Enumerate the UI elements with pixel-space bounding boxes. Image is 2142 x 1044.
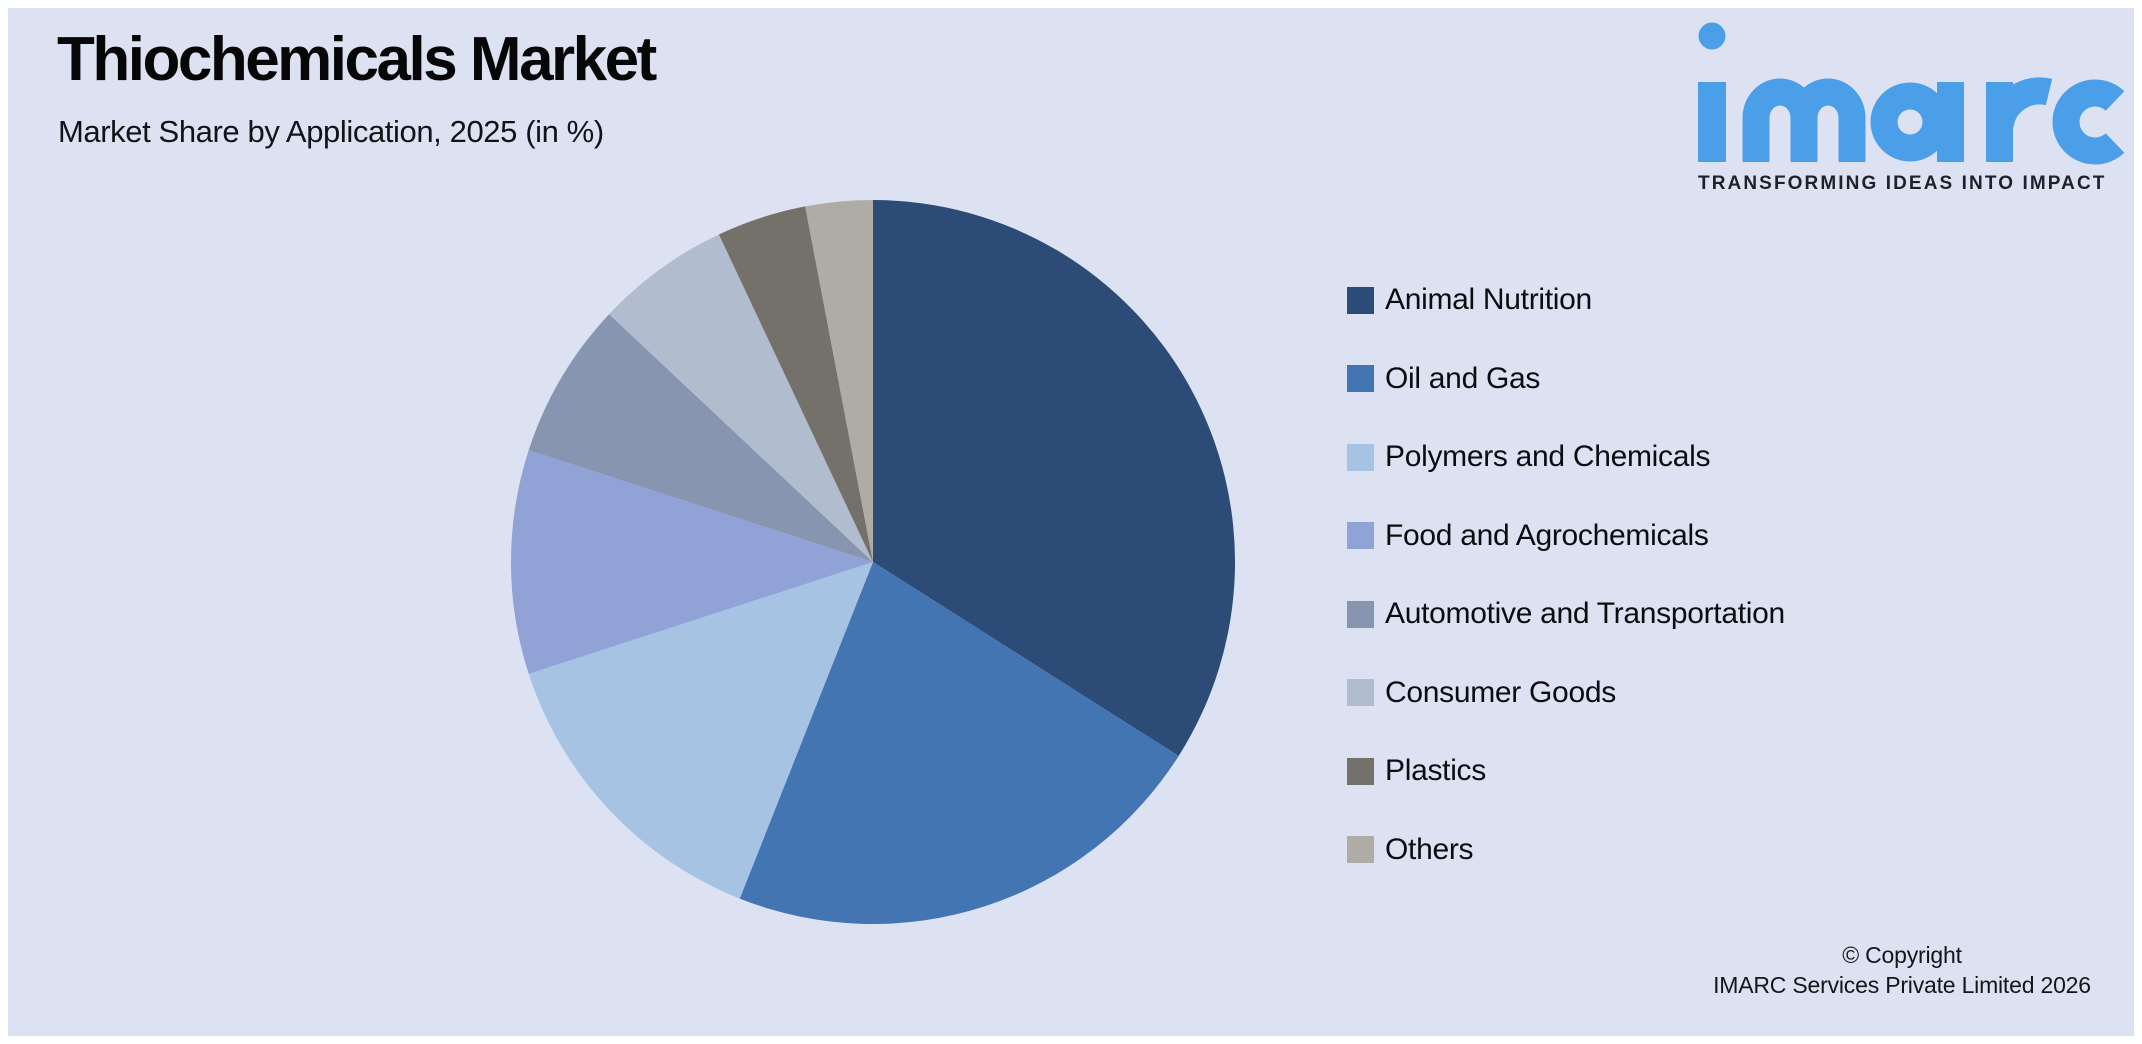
pie-slice-others <box>805 200 873 562</box>
legend-item-plastics: Plastics <box>1347 732 1785 811</box>
legend-swatch <box>1347 836 1374 864</box>
copyright-line-1: © Copyright <box>1842 942 1962 968</box>
legend-label: Oil and Gas <box>1385 361 1541 395</box>
legend-label: Polymers and Chemicals <box>1385 440 1711 474</box>
logo-letter-a-stem <box>1937 82 1964 162</box>
legend-swatch <box>1347 365 1374 393</box>
copyright-line-2: IMARC Services Private Limited 2026 <box>1713 972 2091 998</box>
legend-item-automotive-and-transportation: Automotive and Transportation <box>1347 575 1785 654</box>
chart-panel: Thiochemicals Market Market Share by App… <box>8 8 2134 1036</box>
copyright-notice: © Copyright IMARC Services Private Limit… <box>1652 940 2142 1000</box>
logo-tagline: TRANSFORMING IDEAS INTO IMPACT <box>1698 173 2107 194</box>
imarc-logo: TRANSFORMING IDEAS INTO IMPACT <box>1698 22 2142 195</box>
legend-swatch <box>1347 679 1374 707</box>
logo-letter-i <box>1698 82 1726 162</box>
legend-label: Consumer Goods <box>1385 675 1616 709</box>
legend-label: Animal Nutrition <box>1385 283 1592 317</box>
chart-legend: Animal Nutrition Oil and Gas Polymers and … <box>1347 261 1785 889</box>
legend-item-others: Others <box>1347 811 1785 890</box>
chart-title: Thiochemicals Market <box>57 25 657 94</box>
legend-swatch <box>1347 443 1374 471</box>
chart-subtitle: Market Share by Application, 2025 (in %) <box>58 114 604 149</box>
legend-label: Plastics <box>1385 754 1486 788</box>
legend-label: Others <box>1385 832 1474 866</box>
legend-label: Food and Agrochemicals <box>1385 518 1709 552</box>
legend-swatch <box>1347 757 1374 785</box>
legend-swatch <box>1347 522 1374 550</box>
legend-swatch <box>1347 600 1374 628</box>
pie-slice-animal-nutrition <box>873 200 1235 756</box>
pie-slice-food-and-agrochemicals <box>511 450 873 674</box>
logo-letter-c <box>2052 79 2125 165</box>
pie-slice-plastics <box>718 206 873 562</box>
legend-label: Automotive and Transportation <box>1385 597 1785 631</box>
pie-slice-polymers-and-chemicals <box>528 562 873 899</box>
legend-item-consumer-goods: Consumer Goods <box>1347 654 1785 733</box>
legend-swatch <box>1347 286 1374 314</box>
logo-letter-r-arm <box>1986 77 2053 129</box>
logo-letter-m <box>1742 78 1866 162</box>
imarc-brand-logo-icon <box>1698 22 2125 165</box>
legend-item-polymers-and-chemicals: Polymers and Chemicals <box>1347 418 1785 497</box>
pie-slice-oil-and-gas <box>739 562 1179 924</box>
pie-chart <box>511 200 1235 924</box>
logo-letter-a-bowl <box>1870 82 1950 162</box>
legend-item-animal-nutrition: Animal Nutrition <box>1347 261 1785 340</box>
legend-item-food-and-agrochemicals: Food and Agrochemicals <box>1347 497 1785 576</box>
logo-i-dot <box>1698 22 1726 50</box>
pie-slice-automotive-and-transportation <box>528 314 873 562</box>
pie-slice-consumer-goods <box>609 234 873 562</box>
legend-item-oil-and-gas: Oil and Gas <box>1347 340 1785 419</box>
